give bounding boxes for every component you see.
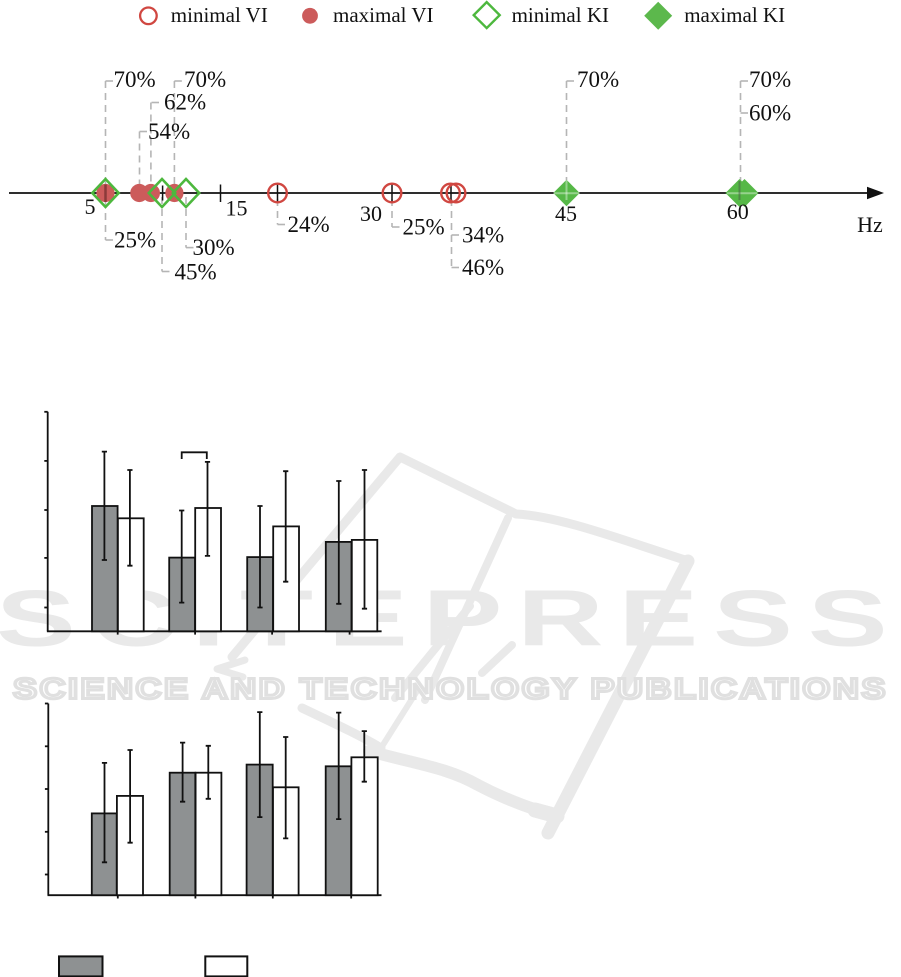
- svg-text:46%: 46%: [462, 255, 504, 280]
- svg-text:25%: 25%: [114, 228, 156, 253]
- svg-text:24%: 24%: [288, 212, 330, 237]
- svg-text:SCIENCE AND TECHNOLOGY PUBLICA: SCIENCE AND TECHNOLOGY PUBLICATIONS: [13, 673, 888, 705]
- svg-text:60%: 60%: [749, 101, 791, 126]
- svg-text:SCITEPRESS: SCITEPRESS: [0, 573, 901, 663]
- svg-text:30%: 30%: [193, 235, 235, 260]
- svg-text:60: 60: [727, 199, 749, 224]
- svg-text:minimal KI: minimal KI: [512, 3, 609, 27]
- svg-text:70%: 70%: [114, 67, 156, 92]
- svg-text:45%: 45%: [175, 260, 217, 285]
- svg-text:45: 45: [555, 201, 577, 226]
- svg-text:70%: 70%: [184, 67, 226, 92]
- svg-text:62%: 62%: [164, 90, 206, 115]
- svg-text:15: 15: [226, 196, 248, 221]
- svg-text:30: 30: [360, 201, 382, 226]
- svg-text:34%: 34%: [462, 223, 504, 248]
- svg-text:54%: 54%: [148, 119, 190, 144]
- svg-text:70%: 70%: [749, 67, 791, 92]
- svg-text:Hz: Hz: [857, 212, 883, 237]
- svg-text:70%: 70%: [577, 67, 619, 92]
- svg-text:maximal VI: maximal VI: [333, 3, 434, 27]
- svg-text:minimal VI: minimal VI: [171, 3, 268, 27]
- svg-text:25%: 25%: [403, 215, 445, 240]
- svg-text:maximal KI: maximal KI: [684, 3, 785, 27]
- svg-text:5: 5: [85, 194, 96, 219]
